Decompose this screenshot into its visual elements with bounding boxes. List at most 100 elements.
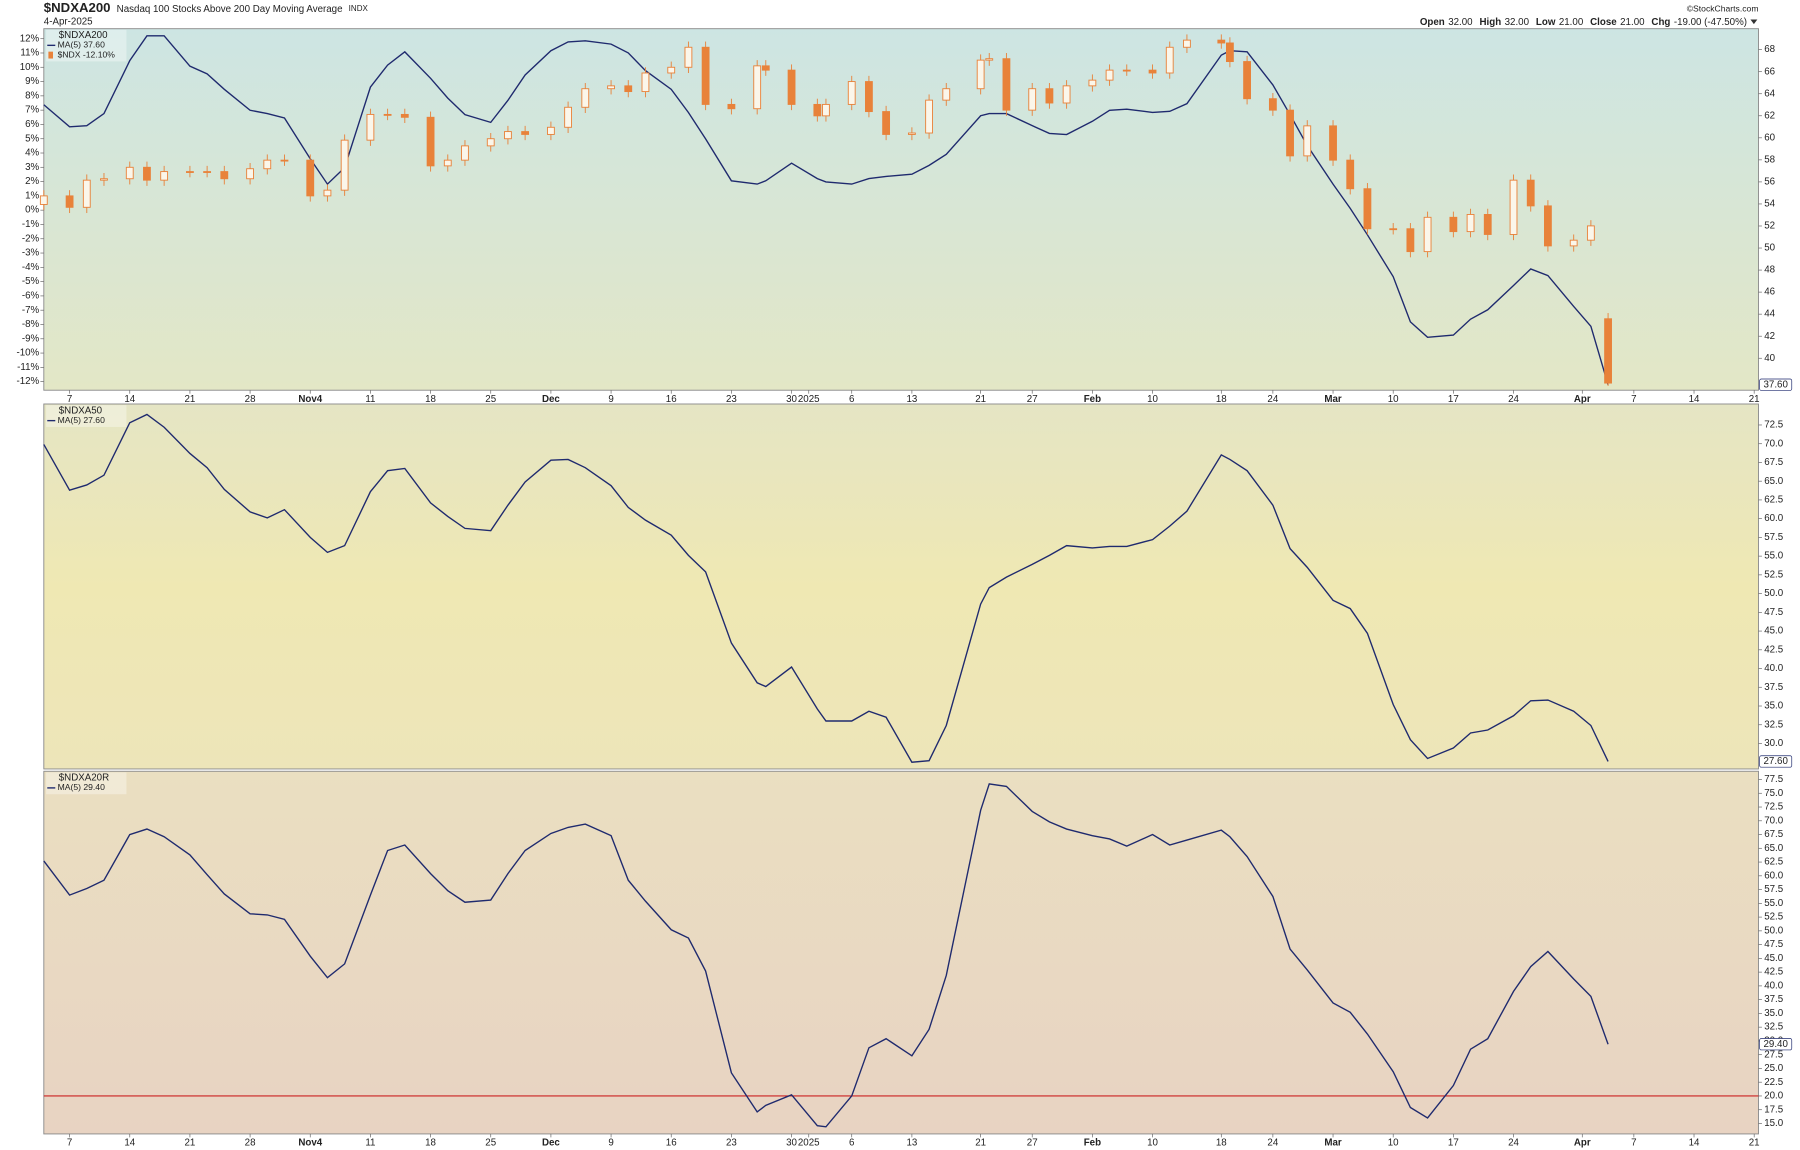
x-tick-label: 10 [1388,394,1399,405]
y-tick-label: 45.0 [1764,626,1784,637]
candle-body [667,66,676,74]
x-tick-label: 10 [1147,394,1158,405]
y2-tick-label: 50 [1764,243,1775,254]
panel: 30.0 32.5 35.0 37.5 40.0 42.5 45.0 47.5 50.0 52.5… [43,403,1793,770]
y-tick-label: 77.5 [1764,774,1784,785]
legend-swatch [48,51,53,59]
candle-body [624,85,633,93]
candle-body [1028,88,1037,111]
candle-body [1363,188,1372,230]
x-tick-label: 16 [666,1138,677,1149]
header-date: 4-Apr-2025 [44,16,93,27]
candle-body [306,159,315,197]
candle-body [1122,69,1131,72]
candle-body [1225,42,1234,63]
exchange: INDX [349,4,369,13]
y-tick-label: 6% [25,119,39,130]
candle-body [100,178,108,181]
candle-body [607,85,615,90]
y-tick-label: 55.0 [1764,551,1784,562]
panel-title: $NDXA50 [59,405,103,416]
legend-label: MA(5) 27.60 [58,415,106,425]
x-tick-label: 2025 [798,394,820,405]
quote-value: 32.00 [1448,16,1473,27]
y-tick-label: -1% [22,219,40,230]
candle-body [366,113,375,141]
candle-body [400,113,409,118]
y2-tick-label: 42 [1764,331,1775,342]
y-tick-label: 65.0 [1764,476,1784,487]
y-tick-label: 12% [20,33,40,44]
y-tick-label: -5% [22,276,40,287]
y-tick-label: 65.0 [1764,843,1784,854]
candle-body [486,138,495,147]
candle-body [1509,179,1518,235]
y-tick-label: 62.5 [1764,494,1784,505]
candle-body [1389,228,1398,231]
y-tick-label: 47.5 [1764,607,1784,618]
quote-value: 32.00 [1505,16,1530,27]
x-tick-label: Dec [542,1138,560,1149]
y-tick-label: -11% [17,362,39,373]
quote-value: -19.00 (-47.50%) [1674,16,1747,27]
x-tick-label: 21 [184,394,195,405]
panel-title: $NDXA200 [59,30,108,41]
y2-tick-label: 58 [1764,154,1775,165]
x-tick-label: 27 [1027,1138,1038,1149]
x-tick-label: Mar [1324,1138,1342,1149]
candle-body [847,81,856,105]
quote-label: Chg [1651,16,1670,27]
y-tick-label: 67.5 [1764,457,1784,468]
candle-body [504,131,512,140]
candle-body [761,65,770,71]
candle-body [1466,213,1475,233]
candle-body [125,166,134,180]
x-tick-label: 6 [849,394,854,405]
candle-body [727,103,736,110]
x-tick-label: 21 [184,1138,195,1149]
legend-label: MA(5) 29.40 [58,782,106,792]
x-tick-label: 24 [1267,394,1278,405]
x-tick-label: 14 [1689,394,1700,405]
y-tick-label: 1% [25,190,39,201]
y-tick-label: -8% [22,319,40,330]
candle-body [1105,69,1114,81]
candle-body [942,88,951,101]
x-tick-label: 21 [975,1138,986,1149]
panel-background [43,770,1759,1135]
x-tick-label: 18 [425,1138,436,1149]
candle-body [865,81,873,113]
candle-body [461,145,469,161]
y-tick-label: 3% [25,162,39,173]
last-value-box [1759,378,1793,391]
candle-body [1406,228,1415,253]
candle-body [1217,39,1226,44]
candle-body [564,106,572,128]
x-tick-label: 7 [1631,394,1636,405]
x-tick-label: 24 [1508,394,1519,405]
candle-body [1286,109,1294,157]
y-tick-label: 35.0 [1764,701,1784,712]
y2-tick-label: 60 [1764,132,1775,143]
y-tick-label: -4% [22,262,40,273]
x-tick-label: 10 [1147,1138,1158,1149]
y-tick-label: 42.5 [1764,967,1784,978]
x-tick-label: 16 [666,394,677,405]
header-title: $NDXA200 Nasdaq 100 Stocks Above 200 Day… [44,1,369,16]
candle-body [426,116,435,167]
candle-body [65,195,74,208]
y-tick-label: 27.5 [1764,1049,1784,1060]
candle-body [925,99,933,134]
x-tick-label: 13 [906,394,917,405]
ma-line [43,783,1609,1128]
x-tick-label: 6 [849,1138,854,1149]
candle-body [684,46,693,68]
x-tick-label: 18 [1216,394,1227,405]
y-tick-label: 62.5 [1764,857,1784,868]
x-tick-label: 10 [1388,1138,1399,1149]
y-tick-label: 11% [20,48,39,59]
x-tick-label: 18 [425,394,436,405]
candle-body [907,132,916,135]
